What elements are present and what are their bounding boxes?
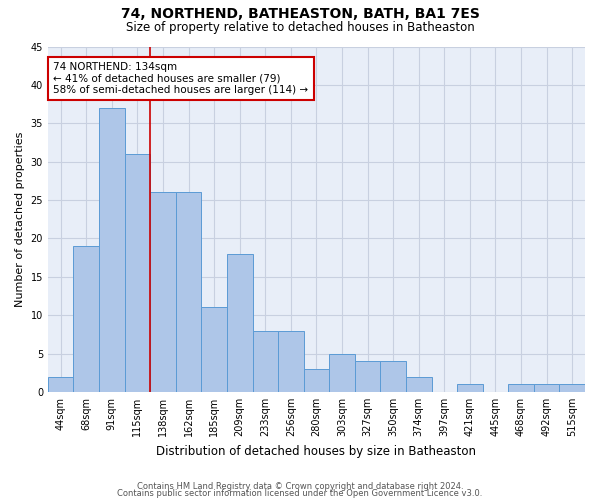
- Text: 74 NORTHEND: 134sqm
← 41% of detached houses are smaller (79)
58% of semi-detach: 74 NORTHEND: 134sqm ← 41% of detached ho…: [53, 62, 308, 95]
- Bar: [534, 384, 559, 392]
- Bar: [48, 376, 73, 392]
- Bar: [380, 361, 406, 392]
- Text: Contains HM Land Registry data © Crown copyright and database right 2024.: Contains HM Land Registry data © Crown c…: [137, 482, 463, 491]
- Bar: [253, 330, 278, 392]
- Text: Contains public sector information licensed under the Open Government Licence v3: Contains public sector information licen…: [118, 488, 482, 498]
- Bar: [227, 254, 253, 392]
- Bar: [278, 330, 304, 392]
- X-axis label: Distribution of detached houses by size in Batheaston: Distribution of detached houses by size …: [157, 444, 476, 458]
- Bar: [559, 384, 585, 392]
- Bar: [73, 246, 99, 392]
- Bar: [457, 384, 482, 392]
- Text: Size of property relative to detached houses in Batheaston: Size of property relative to detached ho…: [125, 21, 475, 34]
- Bar: [99, 108, 125, 392]
- Bar: [355, 361, 380, 392]
- Bar: [150, 192, 176, 392]
- Bar: [125, 154, 150, 392]
- Y-axis label: Number of detached properties: Number of detached properties: [15, 132, 25, 307]
- Bar: [329, 354, 355, 392]
- Bar: [304, 369, 329, 392]
- Bar: [508, 384, 534, 392]
- Bar: [176, 192, 202, 392]
- Bar: [202, 308, 227, 392]
- Bar: [406, 376, 431, 392]
- Text: 74, NORTHEND, BATHEASTON, BATH, BA1 7ES: 74, NORTHEND, BATHEASTON, BATH, BA1 7ES: [121, 8, 479, 22]
